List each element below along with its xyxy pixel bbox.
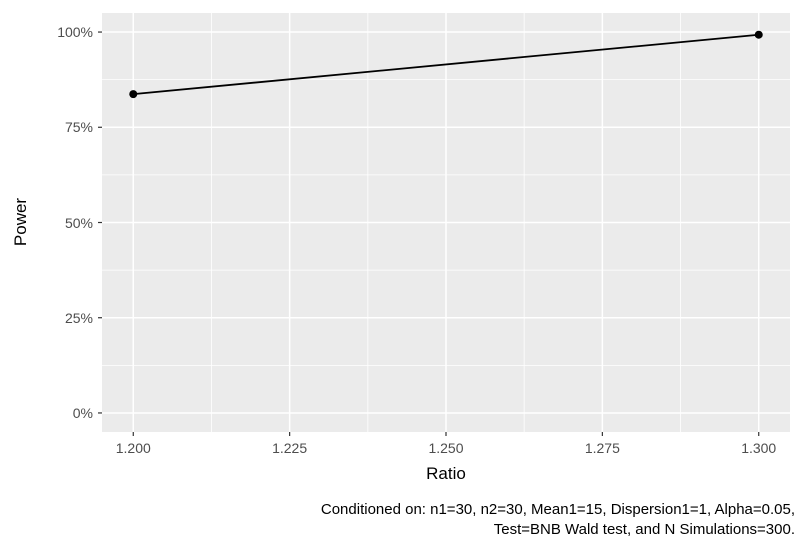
caption-line-2: Test=BNB Wald test, and N Simulations=30…: [493, 521, 795, 538]
y-tick-label: 75%: [64, 119, 93, 136]
data-point: [129, 90, 138, 99]
x-tick-label: 1.200: [115, 440, 151, 456]
x-tick-label: 1.275: [584, 440, 620, 456]
data-line: [133, 33, 759, 96]
y-tick-label: 100%: [57, 24, 93, 41]
x-tick-label: 1.250: [428, 440, 464, 456]
x-tick-label: 1.300: [741, 440, 777, 456]
data-point: [754, 30, 763, 39]
y-tick-label: 0%: [72, 404, 93, 421]
x-tick-label: 1.225: [272, 440, 308, 456]
y-axis-title: Power: [11, 197, 30, 247]
x-axis-title: Ratio: [426, 464, 466, 483]
y-tick-label: 50%: [64, 214, 93, 231]
y-tick-label: 25%: [64, 309, 93, 326]
caption: Conditioned on: n1=30, n2=30, Mean1=15, …: [321, 500, 795, 540]
caption-line-1: Conditioned on: n1=30, n2=30, Mean1=15, …: [320, 501, 795, 518]
